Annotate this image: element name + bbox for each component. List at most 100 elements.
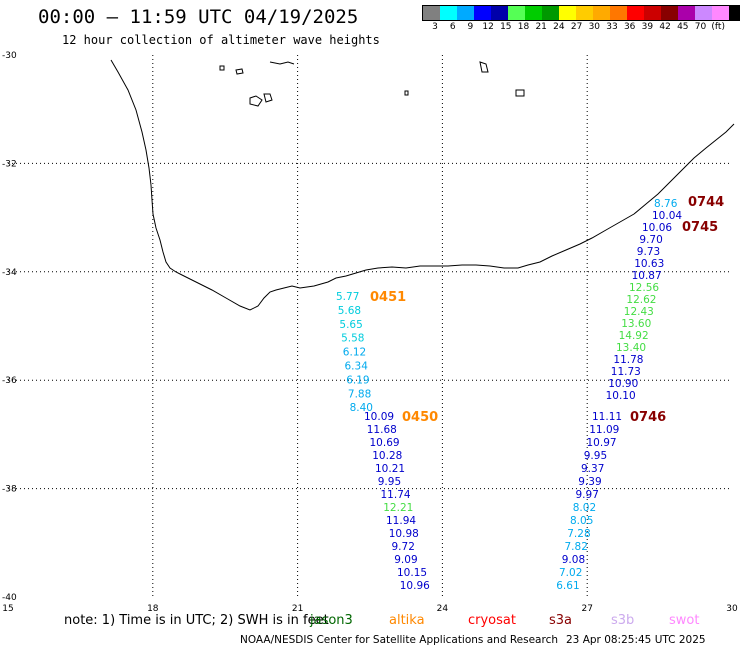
- wave-height-value: 6.12: [343, 347, 366, 359]
- altimeter-pass-0746: 11.1111.0910.979.959.379.399.978.028.057…: [556, 410, 666, 592]
- wave-height-value: 14.92: [619, 330, 649, 342]
- lat-tick-label: -36: [2, 376, 17, 386]
- wave-height-value: 9.73: [637, 246, 660, 258]
- pass-time-label: 0450: [402, 410, 438, 425]
- map-subtitle: 12 hour collection of altimeter wave hei…: [62, 33, 380, 47]
- legend-swatch: [491, 6, 508, 20]
- legend-swatch: [644, 6, 661, 20]
- legend-label: 33: [606, 22, 618, 32]
- pass-time-label: 0745: [682, 220, 718, 235]
- wave-height-value: 11.78: [613, 354, 643, 366]
- legend-label: 6: [449, 22, 456, 32]
- wave-height-value: 5.68: [338, 305, 361, 317]
- legend-label: 70: [694, 22, 707, 32]
- wave-height-value: 10.09: [364, 411, 394, 423]
- wave-height-value: 10.87: [632, 270, 662, 282]
- wave-height-value: 7.02: [559, 567, 582, 579]
- wave-height-value: 10.69: [370, 437, 400, 449]
- wave-height-value: 9.95: [584, 450, 607, 462]
- pass-time-label: 0451: [370, 290, 406, 305]
- lon-tick-label: 24: [437, 604, 449, 614]
- wave-height-value: 8.76: [654, 198, 678, 210]
- lon-tick-label: 15: [2, 604, 13, 614]
- legend-label: 36: [623, 22, 636, 32]
- island-7: [404, 90, 409, 96]
- legend-swatch: [508, 6, 525, 20]
- wave-height-value: 10.90: [608, 378, 638, 390]
- legend-swatch: [712, 6, 729, 20]
- lat-tick-label: -40: [2, 593, 17, 603]
- satellite-jason3: jason3: [310, 613, 353, 628]
- wave-height-value: 13.60: [621, 318, 651, 330]
- wave-height-value: 10.21: [375, 463, 405, 475]
- legend-swatch: [576, 6, 593, 20]
- wave-height-value: 9.95: [378, 476, 401, 488]
- wave-height-value: 10.04: [652, 210, 682, 222]
- credit-text: NOAA/NESDIS Center for Satellite Applica…: [240, 634, 558, 646]
- legend-swatch: [695, 6, 712, 20]
- legend-label: 39: [641, 22, 654, 32]
- legend-labels: 3 6 9 12 15 18 21 24 27 30 33 36 39 42 45 70 (ft): [422, 22, 740, 36]
- wave-height-value: 11.73: [611, 366, 641, 378]
- wave-height-value: 10.06: [642, 222, 672, 234]
- lon-tick-label: 30: [726, 604, 738, 614]
- legend-label: 24: [553, 22, 565, 32]
- altimeter-pass-0451: 5.77 5.68 5.65 5.58 6.12 6.346.19 7.88 8.40 0451: [336, 290, 406, 414]
- satellite-cryosat: cryosat: [468, 613, 516, 628]
- map-title: 00:00 – 11:59 UTC 04/19/2025: [38, 6, 359, 28]
- wave-height-value: 12.43: [624, 306, 654, 318]
- wave-height-value: 10.97: [587, 437, 617, 449]
- altimeter-tracks: 5.77 5.68 5.65 5.58 6.12 6.346.19 7.88 8.40 0451…: [336, 195, 724, 592]
- legend-label: 15: [500, 22, 512, 32]
- legend-label: 27: [570, 22, 583, 32]
- wave-height-value: 9.70: [639, 234, 662, 246]
- wave-height-value: 11.68: [367, 424, 397, 436]
- wave-height-value: 7.88: [348, 388, 371, 400]
- wave-height-value: 11.74: [381, 489, 411, 501]
- wave-height-value: 10.63: [634, 258, 664, 270]
- wave-height-value: 9.97: [576, 489, 599, 501]
- legend-label: 9: [467, 22, 474, 32]
- wave-height-value: 9.39: [578, 476, 601, 488]
- wave-height-value: 9.37: [581, 463, 604, 475]
- wave-height-value: 10.28: [372, 450, 402, 462]
- timestamp-text: 23 Apr 08:25:45 UTC 2025: [566, 634, 706, 646]
- lon-tick-label: 21: [292, 604, 303, 614]
- lon-tick-label: 18: [147, 604, 159, 614]
- wave-height-value: 11.09: [589, 424, 619, 436]
- island-5: [479, 61, 489, 73]
- wave-height-value: 7.82: [565, 541, 588, 553]
- wave-height-value: 10.15: [397, 567, 427, 579]
- legend-swatch: [610, 6, 627, 20]
- satellite-altika: altika: [389, 613, 425, 628]
- lon-tick-label: 27: [581, 604, 592, 614]
- wave-height-value: 5.58: [341, 333, 364, 345]
- island-2: [235, 68, 244, 75]
- island-4: [263, 93, 273, 103]
- wave-height-value: 10.10: [606, 390, 636, 402]
- legend-swatch: [627, 6, 644, 20]
- wave-height-value: 9.08: [562, 554, 585, 566]
- south-africa-coastline: [110, 59, 735, 311]
- island-3: [249, 95, 263, 107]
- legend-swatch: [729, 6, 740, 20]
- wave-height-value: 12.21: [383, 502, 413, 514]
- legend-swatches: [422, 5, 740, 21]
- color-legend: 3 6 9 12 15 18 21 24 27 30 33 36 39 42 45 70 (ft): [422, 5, 740, 32]
- legend-swatch: [457, 6, 474, 20]
- legend-label: 3: [432, 22, 438, 32]
- lat-tick-label: -30: [2, 51, 17, 61]
- legend-swatch: [474, 6, 491, 20]
- island-1: [219, 65, 225, 71]
- legend-label: 21: [535, 22, 547, 32]
- wave-height-value: 13.40: [616, 342, 646, 354]
- altimeter-pass-0745: 10.069.709.7310.6310.8712.5612.6212.4313…: [606, 220, 719, 402]
- legend-swatch: [423, 6, 440, 20]
- legend-swatch: [678, 6, 695, 20]
- wave-height-value: 5.77: [336, 291, 359, 303]
- grid-lines: [8, 55, 732, 597]
- legend-swatch: [559, 6, 576, 20]
